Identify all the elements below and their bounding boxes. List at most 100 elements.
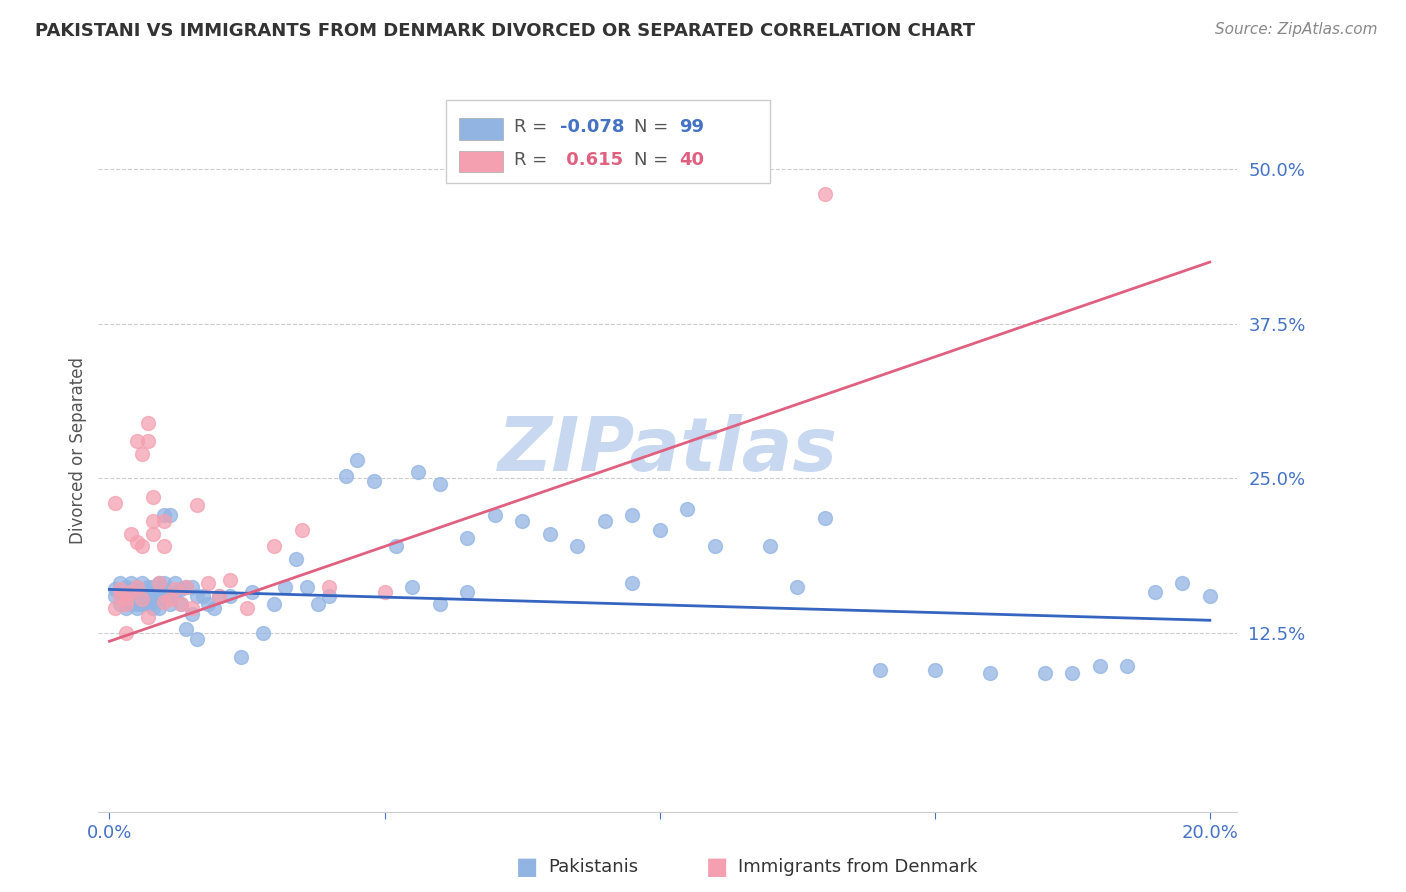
Text: PAKISTANI VS IMMIGRANTS FROM DENMARK DIVORCED OR SEPARATED CORRELATION CHART: PAKISTANI VS IMMIGRANTS FROM DENMARK DIV… xyxy=(35,22,976,40)
Point xyxy=(153,582,176,597)
Point xyxy=(110,597,132,611)
Point xyxy=(373,585,395,599)
Point xyxy=(110,589,132,603)
Point xyxy=(120,526,142,541)
Point xyxy=(165,582,187,597)
Point xyxy=(142,515,165,529)
Point xyxy=(136,589,159,603)
Point xyxy=(231,650,253,665)
Point xyxy=(125,580,148,594)
Point xyxy=(979,666,1001,681)
Point xyxy=(219,589,242,603)
Point xyxy=(429,477,451,491)
Point xyxy=(197,576,219,591)
Point xyxy=(456,531,478,545)
Point xyxy=(170,597,193,611)
Point xyxy=(148,592,170,607)
Point xyxy=(538,526,561,541)
Point xyxy=(648,523,671,537)
Text: N =: N = xyxy=(634,119,673,136)
Point xyxy=(1033,666,1056,681)
Point xyxy=(131,446,153,460)
Point xyxy=(263,597,285,611)
Point xyxy=(136,585,159,599)
Point xyxy=(148,601,170,615)
Point xyxy=(186,589,208,603)
Point xyxy=(318,580,340,594)
Point xyxy=(758,539,780,553)
Point xyxy=(110,585,132,599)
Point xyxy=(148,576,170,591)
Point xyxy=(148,576,170,591)
Point xyxy=(406,465,429,479)
Point xyxy=(125,585,148,599)
Point xyxy=(120,589,142,603)
Point xyxy=(291,523,314,537)
Point xyxy=(181,580,204,594)
FancyBboxPatch shape xyxy=(446,100,770,183)
Point xyxy=(159,597,181,611)
Point xyxy=(136,597,159,611)
Point xyxy=(176,622,198,636)
Point xyxy=(924,663,946,677)
Point xyxy=(165,585,187,599)
Text: 0.615: 0.615 xyxy=(560,151,623,169)
Point xyxy=(131,585,153,599)
Point xyxy=(125,535,148,549)
Point xyxy=(456,585,478,599)
Point xyxy=(120,576,142,591)
Point xyxy=(104,589,127,603)
Point xyxy=(142,580,165,594)
Point xyxy=(110,582,132,597)
Point xyxy=(484,508,506,523)
Point xyxy=(814,510,837,524)
Point xyxy=(136,609,159,624)
Point xyxy=(593,515,616,529)
Point xyxy=(120,585,142,599)
Point xyxy=(1198,589,1220,603)
Point xyxy=(181,607,204,621)
Text: Pakistanis: Pakistanis xyxy=(548,858,638,876)
Point xyxy=(191,589,214,603)
Point xyxy=(510,515,533,529)
Point xyxy=(1171,576,1194,591)
Point xyxy=(104,496,127,510)
Point xyxy=(165,576,187,591)
Point xyxy=(1143,585,1166,599)
Point xyxy=(401,580,423,594)
Point xyxy=(219,573,242,587)
Point xyxy=(208,589,231,603)
Point xyxy=(181,601,204,615)
Point xyxy=(308,597,330,611)
Point xyxy=(1062,666,1084,681)
Point xyxy=(159,592,181,607)
Text: R =: R = xyxy=(515,119,553,136)
Point xyxy=(120,582,142,597)
FancyBboxPatch shape xyxy=(460,151,503,172)
Point xyxy=(120,592,142,607)
Point xyxy=(131,592,153,607)
Point xyxy=(186,499,208,513)
Text: ■: ■ xyxy=(706,855,728,879)
Text: Immigrants from Denmark: Immigrants from Denmark xyxy=(738,858,977,876)
Point xyxy=(148,585,170,599)
Point xyxy=(869,663,891,677)
Text: ZIPatlas: ZIPatlas xyxy=(498,414,838,487)
Point xyxy=(285,551,308,566)
Point xyxy=(565,539,588,553)
Point xyxy=(142,601,165,615)
Point xyxy=(125,580,148,594)
Point xyxy=(104,601,127,615)
Text: R =: R = xyxy=(515,151,553,169)
Point xyxy=(159,589,181,603)
Text: 40: 40 xyxy=(679,151,704,169)
Point xyxy=(104,582,127,597)
Point xyxy=(676,502,699,516)
Point xyxy=(202,601,225,615)
Point xyxy=(335,468,357,483)
Point xyxy=(115,625,138,640)
Text: 99: 99 xyxy=(679,119,704,136)
Point xyxy=(142,589,165,603)
Point xyxy=(621,576,644,591)
Point xyxy=(176,580,198,594)
